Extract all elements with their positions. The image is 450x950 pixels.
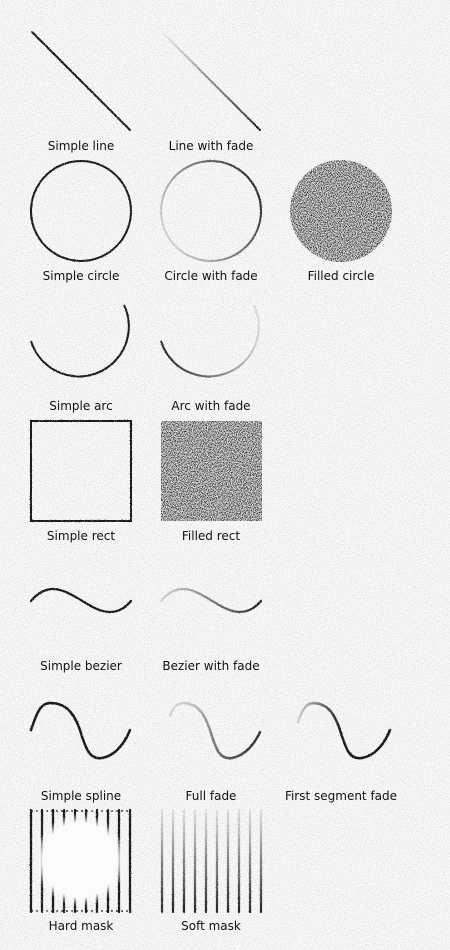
label-simple-bezier: Simple bezier: [40, 659, 122, 673]
simple-line-shape: [31, 31, 131, 131]
label-simple-line: Simple line: [47, 139, 115, 153]
filled-circle-shape: [290, 160, 392, 262]
label-line-with-fade: Line with fade: [168, 139, 254, 153]
line-with-fade-shape: [161, 31, 261, 131]
label-soft-mask: Soft mask: [181, 919, 241, 933]
filled-rect-shape: [161, 421, 262, 521]
first-segment-fade-spline-shape: [296, 701, 342, 732]
first-segment-fade-spline-tail: [338, 728, 392, 760]
full-fade-spline-shape: [168, 701, 262, 760]
label-simple-spline: Simple spline: [40, 789, 122, 803]
simple-bezier-shape: [29, 587, 133, 614]
circle-with-fade-shape: [160, 160, 262, 262]
label-full-fade: Full fade: [185, 789, 237, 803]
label-arc-with-fade: Arc with fade: [171, 399, 251, 413]
simple-spline-shape: [29, 701, 132, 760]
label-bezier-with-fade: Bezier with fade: [162, 659, 260, 673]
simple-circle-shape: [30, 160, 132, 262]
label-first-segment-fade: First segment fade: [284, 789, 398, 803]
soft-mask-shape: [160, 808, 263, 914]
label-simple-circle: Simple circle: [42, 269, 120, 283]
label-hard-mask: Hard mask: [48, 919, 114, 933]
hard-mask-shape: [29, 808, 133, 914]
arc-with-fade-shape: [160, 304, 260, 378]
simple-rect-shape: [30, 420, 132, 522]
label-simple-arc: Simple arc: [49, 399, 113, 413]
label-circle-with-fade: Circle with fade: [164, 269, 258, 283]
bezier-with-fade-shape: [159, 587, 263, 614]
label-simple-rect: Simple rect: [46, 529, 116, 543]
label-filled-rect: Filled rect: [181, 529, 241, 543]
simple-arc-shape: [30, 304, 130, 378]
label-filled-circle: Filled circle: [307, 269, 375, 283]
